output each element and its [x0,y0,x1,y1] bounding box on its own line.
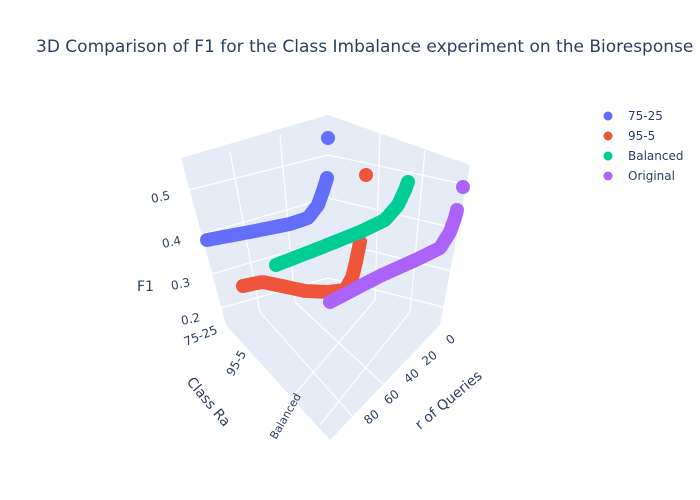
legend-marker[interactable] [603,171,613,181]
series-75-25 [200,131,335,247]
data-layer [200,131,470,309]
x-tick-label: 40 [401,366,422,386]
legend-label[interactable]: Balanced [628,149,683,163]
legend-marker[interactable] [603,151,613,161]
x-tick-label: 80 [361,407,382,427]
data-point [450,203,464,217]
data-point [320,171,334,185]
legend: 75-25 95-5 Balanced Original [603,109,683,183]
x-tick-label: 60 [381,387,402,407]
legend-marker[interactable] [603,111,613,121]
z-axis-ticks: 0.5 0.4 0.3 0.2 [150,188,202,328]
legend-label[interactable]: 75-25 [628,109,663,123]
data-point [321,131,335,145]
x-axis-title: r of Queries [412,368,485,433]
y-tick-label: Balanced [267,391,304,442]
x-tick-label: 0 [443,332,458,348]
legend-label[interactable]: 95-5 [628,129,655,143]
data-point [401,175,415,189]
scene-background [180,115,470,440]
z-axis-title: F1 [137,279,154,295]
data-point [359,168,373,182]
z-tick-label: 0.4 [161,233,183,251]
legend-marker[interactable] [603,131,613,141]
series-balanced [269,175,415,272]
y-axis-title: Class Ra [183,374,233,430]
chart-title: 3D Comparison of F1 for the Class Imbala… [36,37,693,57]
series-original [323,180,470,309]
legend-label[interactable]: Original [628,169,675,183]
z-tick-label: 0.2 [180,310,202,328]
x-tick-label: 20 [419,348,440,368]
y-tick-label: 95-5 [223,348,249,379]
data-point [456,180,470,194]
z-tick-label: 0.5 [150,188,172,206]
z-tick-label: 0.3 [170,275,192,293]
